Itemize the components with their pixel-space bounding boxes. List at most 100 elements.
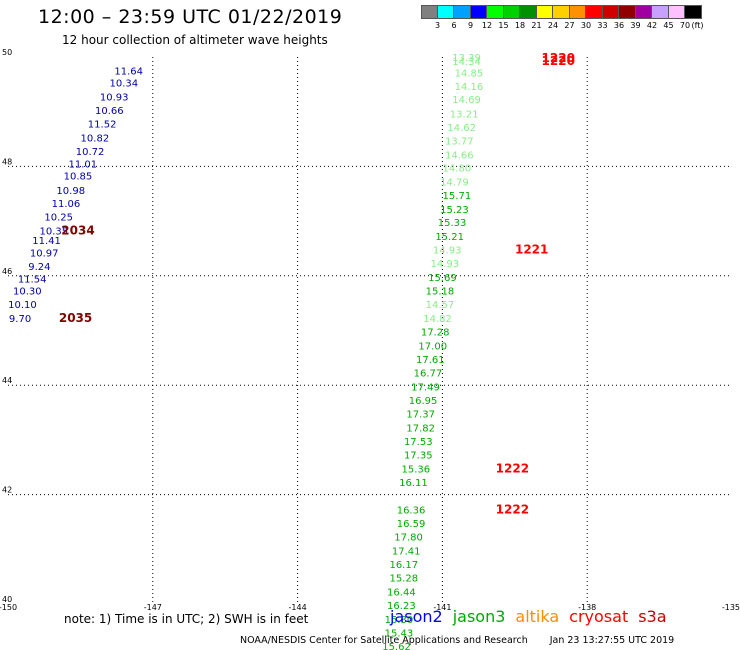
wave-height-value: 13.21 (450, 109, 479, 120)
legend-label: 39 (630, 21, 641, 30)
pass-time-label: 2035 (59, 311, 92, 325)
page-subtitle: 12 hour collection of altimeter wave hei… (62, 33, 328, 47)
wave-height-value: 11.41 (32, 236, 61, 247)
wave-height-value: 14.80 (443, 163, 472, 174)
wave-height-value: 15.18 (426, 287, 455, 298)
wave-height-value: 15.36 (402, 464, 431, 475)
wave-height-value: 10.30 (13, 287, 42, 298)
wave-height-value: 17.37 (406, 410, 435, 421)
legend-label: 30 (580, 21, 592, 30)
pass-time-label: 2034 (61, 223, 94, 237)
legend-swatch (586, 5, 603, 19)
mission-altika: altika (515, 607, 560, 626)
credit-timestamp: Jan 23 13:27:55 UTC 2019 (549, 635, 675, 646)
wave-height-value: 15.62 (382, 642, 411, 650)
wave-height-value: 16.11 (399, 478, 428, 489)
credit-text: NOAA/NESDIS Center for Satellite Applica… (240, 635, 528, 646)
pass-time-label: 1222 (496, 461, 529, 475)
legend-swatch (668, 5, 685, 19)
wave-height-value: 10.85 (64, 172, 93, 183)
legend-swatch (487, 5, 504, 19)
wave-height-value: 11.54 (18, 275, 47, 286)
legend-label: 42 (646, 21, 658, 30)
wave-height-value: 10.66 (95, 106, 124, 117)
wave-height-value: 16.36 (397, 505, 426, 516)
legend-swatch (602, 5, 619, 19)
wave-height-value: 15.30 (385, 615, 414, 626)
wave-height-value: 11.06 (52, 199, 81, 210)
pass-time-label: 1220 (542, 51, 575, 65)
legend-swatch (421, 5, 438, 19)
pass-time-label: 1220 (542, 54, 575, 68)
legend-swatch (569, 5, 586, 19)
wave-height-value: 17.00 (418, 341, 447, 352)
legend-swatch (652, 5, 669, 19)
legend-label: 27 (564, 21, 575, 30)
wave-height-value: 10.97 (30, 248, 59, 259)
wave-height-value: 17.82 (406, 423, 435, 434)
legend-swatch (503, 5, 520, 19)
mission-cryosat: cryosat (569, 607, 629, 626)
color-legend: 3 6 9 12 15 18 21 24 27 30 33 36 39 42 45 70 (ft) (421, 5, 704, 31)
wave-height-value: 15.71 (443, 191, 472, 202)
wave-height-value: 14.79 (440, 178, 469, 189)
credit-line: NOAA/NESDIS Center for Satellite Applica… (240, 635, 674, 646)
wave-height-value: 17.41 (392, 546, 421, 557)
latitude-tick-label: 42 (2, 486, 12, 495)
legend-swatches (421, 5, 702, 19)
wave-height-value: 15.21 (435, 232, 464, 243)
wave-height-value: 10.34 (110, 79, 139, 90)
wave-height-value: 10.35 (40, 226, 69, 237)
wave-height-value: 14.66 (445, 150, 474, 161)
legend-label: 36 (613, 21, 625, 30)
page-title: 12:00 – 23:59 UTC 01/22/2019 (38, 6, 343, 28)
legend-swatch (520, 5, 537, 19)
wave-height-value: 16.23 (387, 601, 416, 612)
wave-height-value: 11.64 (114, 67, 143, 78)
legend-swatch (454, 5, 471, 19)
wave-height-value: 10.25 (44, 213, 73, 224)
wave-height-value: 14.85 (455, 68, 484, 79)
legend-swatch (619, 5, 636, 19)
wave-height-value: 10.10 (8, 300, 37, 311)
legend-label: 12 (481, 21, 493, 30)
wave-height-value: 16.59 (397, 519, 426, 530)
legend-label: 33 (597, 21, 608, 30)
wave-height-value: 16.44 (387, 587, 416, 598)
legend-label: 3 (434, 21, 441, 30)
latitude-tick-label: 46 (2, 267, 12, 276)
wave-height-value: 14.16 (455, 82, 484, 93)
longitude-tick-label: -144 (289, 603, 307, 612)
wave-height-value: 15.33 (438, 218, 467, 229)
legend-label: 45 (663, 21, 674, 30)
wave-height-value: 16.95 (409, 396, 438, 407)
wave-height-value: 14.93 (433, 246, 462, 257)
wave-height-value: 17.35 (404, 451, 433, 462)
legend-swatch (553, 5, 570, 19)
legend-label: 15 (498, 21, 509, 30)
pass-time-label: 1221 (515, 243, 548, 257)
wave-height-value: 15.28 (389, 574, 418, 585)
wave-height-value: 14.62 (447, 123, 476, 134)
wave-height-value: 17.80 (394, 533, 423, 544)
legend-swatch (470, 5, 487, 19)
wave-height-value: 11.01 (68, 160, 97, 171)
legend-label: 21 (531, 21, 542, 30)
legend-label: 9 (467, 21, 474, 30)
wave-height-value: 13.39 (452, 53, 481, 64)
mission-jason2: jason2 (390, 607, 443, 626)
pass-time-label: 1222 (496, 502, 529, 516)
latitude-tick-label: 50 (2, 48, 12, 57)
legend-swatch (536, 5, 553, 19)
wave-height-value: 15.69 (428, 273, 457, 284)
wave-height-value: 14.34 (452, 57, 481, 68)
wave-height-value: 17.28 (421, 328, 450, 339)
legend-labels: 3 6 9 12 15 18 21 24 27 30 33 36 39 42 45 70 (ft) (421, 19, 704, 31)
wave-height-value: 10.82 (81, 133, 110, 144)
longitude-tick-label: -147 (144, 603, 162, 612)
wave-height-value: 10.93 (100, 92, 129, 103)
wave-height-value: 9.70 (9, 314, 31, 325)
wave-height-value: 14.82 (423, 314, 452, 325)
legend-label: (ft) (691, 21, 704, 30)
